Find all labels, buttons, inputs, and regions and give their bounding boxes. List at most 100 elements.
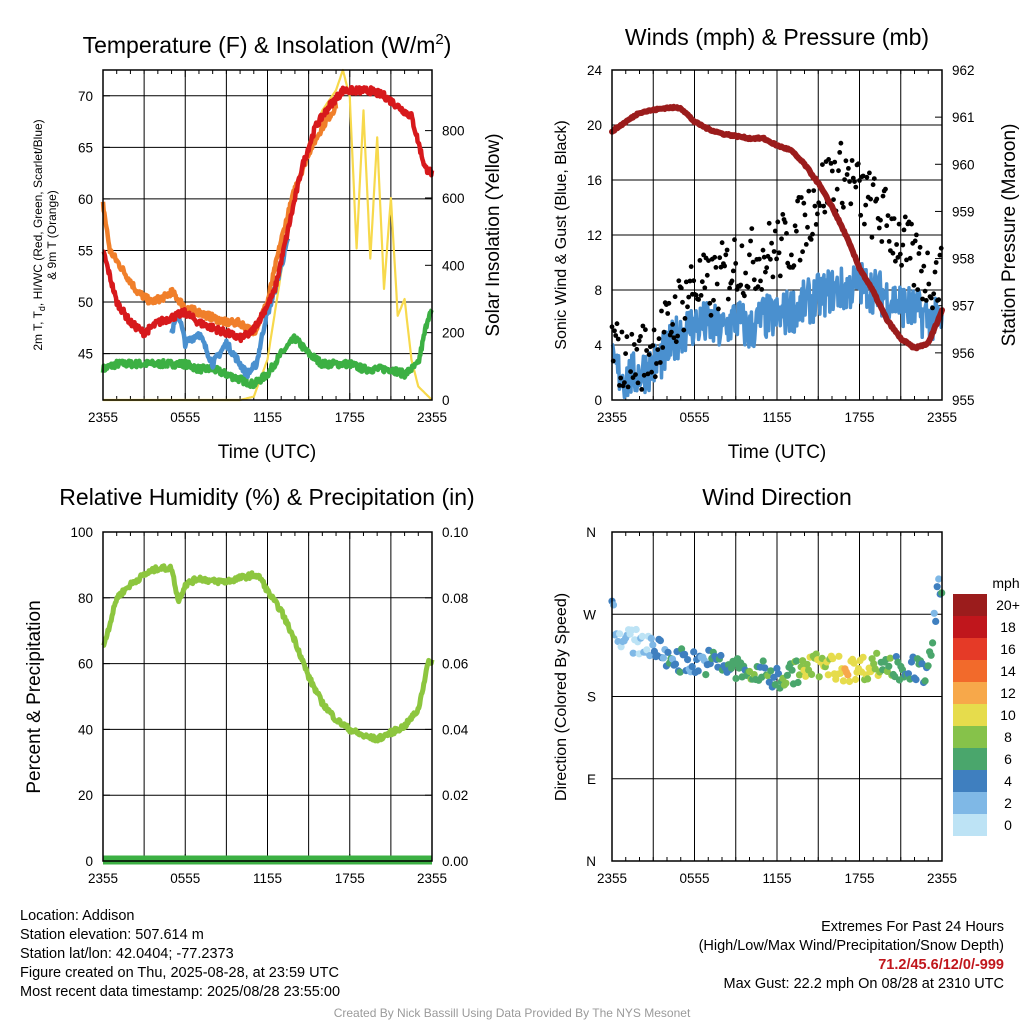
gust-point <box>682 316 688 321</box>
x-tick-label: 2355 <box>417 410 447 425</box>
gust-point <box>806 188 812 194</box>
gust-point <box>636 338 642 344</box>
gust-point <box>853 184 859 190</box>
gust-point <box>792 223 798 229</box>
x-tick-label: 1155 <box>762 410 791 425</box>
gust-point <box>698 293 704 298</box>
y-tick-label: 70 <box>78 89 93 104</box>
gust-point <box>675 333 680 339</box>
gust-point <box>699 279 705 285</box>
gust-point <box>843 158 849 164</box>
y2-tick-label: 600 <box>442 191 465 206</box>
y2-tick-label: 958 <box>952 252 975 267</box>
direction-point <box>844 671 852 679</box>
gust-point <box>916 251 922 256</box>
direction-point <box>688 663 696 671</box>
y-tick-label: 80 <box>78 591 93 606</box>
x-tick-label: 2355 <box>927 410 957 425</box>
y-tick-label: 55 <box>78 243 93 258</box>
direction-point <box>681 650 689 658</box>
gust-point <box>704 272 710 278</box>
speed-legend: mph 20+ 18 16 14 12 10 8 6 4 2 0 <box>953 575 1020 836</box>
gust-point <box>901 227 907 233</box>
gust-point <box>742 293 747 299</box>
gust-point <box>912 238 918 244</box>
gust-point <box>750 259 756 265</box>
direction-point <box>616 630 624 638</box>
y2-axis-label: Solar Insolation (Yellow) <box>483 133 504 336</box>
gust-point <box>739 243 745 249</box>
x-tick-label: 2355 <box>88 410 118 425</box>
gust-point <box>641 372 647 378</box>
gust-point <box>883 186 888 192</box>
y-tick-label: 24 <box>587 63 603 78</box>
gust-point <box>724 247 730 253</box>
gust-point <box>707 300 713 306</box>
gust-point <box>802 212 808 218</box>
direction-point <box>659 654 668 662</box>
legend-label: 16 <box>1000 641 1016 657</box>
gust-point <box>625 384 631 390</box>
direction-point <box>788 666 796 674</box>
gust-point <box>688 264 694 269</box>
direction-point <box>676 668 684 676</box>
legend-swatch <box>953 616 987 638</box>
gust-point <box>834 186 840 192</box>
gust-point <box>864 174 870 180</box>
legend-swatch <box>953 594 987 616</box>
y2-tick-label: 0.10 <box>442 525 468 540</box>
gust-point <box>813 222 819 227</box>
gust-point <box>826 157 831 162</box>
y-tick-label: 20 <box>587 118 602 133</box>
y2-tick-label: 0.04 <box>442 722 469 737</box>
gust-point <box>635 380 641 386</box>
gust-point <box>696 297 701 302</box>
gust-point <box>657 360 663 365</box>
gust-point <box>860 173 866 179</box>
gust-point <box>894 242 899 247</box>
direction-point <box>859 653 867 661</box>
gust-point <box>738 282 744 288</box>
gust-point <box>747 252 752 258</box>
gust-point <box>858 212 864 218</box>
legend-label: 2 <box>1004 795 1012 811</box>
gust-point <box>921 263 927 269</box>
gust-point <box>917 244 923 250</box>
direction-point <box>802 672 810 680</box>
direction-point <box>873 649 881 657</box>
direction-point <box>678 645 686 653</box>
created-text: Figure created on Thu, 2025-08-28, at 23… <box>20 965 339 981</box>
gust-point <box>838 140 844 146</box>
y-tick-label: 60 <box>78 657 93 672</box>
gust-point <box>904 257 909 263</box>
y2-tick-label: 200 <box>442 326 465 341</box>
legend-swatch <box>953 814 987 836</box>
direction-point <box>795 671 804 679</box>
gust-point <box>654 361 659 366</box>
direction-point <box>835 652 843 660</box>
gust-point <box>811 188 817 194</box>
gust-point <box>837 150 843 155</box>
gust-point <box>855 161 861 167</box>
gust-point <box>896 221 902 227</box>
location-text: Location: Addison <box>20 908 135 924</box>
gust-point <box>702 285 708 291</box>
direction-point <box>647 634 655 643</box>
gust-point <box>798 195 804 200</box>
x-tick-label: 1755 <box>844 410 874 425</box>
legend-title: mph <box>992 575 1019 591</box>
y-tick-label: S <box>587 690 596 705</box>
gust-point <box>661 329 667 335</box>
panel-3: 2355 0555 1155 1755 2355 0 20 40 60 80 100 0.00 0.02… <box>24 484 475 886</box>
series-wind-line <box>610 262 944 400</box>
direction-point <box>924 662 932 670</box>
direction-point <box>656 637 665 645</box>
y2-tick-label: 956 <box>952 346 975 361</box>
gust-point <box>911 282 917 288</box>
gust-point <box>730 268 736 274</box>
gust-point <box>817 203 823 209</box>
gust-point <box>643 327 648 333</box>
legend-label: 8 <box>1004 729 1012 745</box>
x-tick-label: 0555 <box>679 410 709 425</box>
